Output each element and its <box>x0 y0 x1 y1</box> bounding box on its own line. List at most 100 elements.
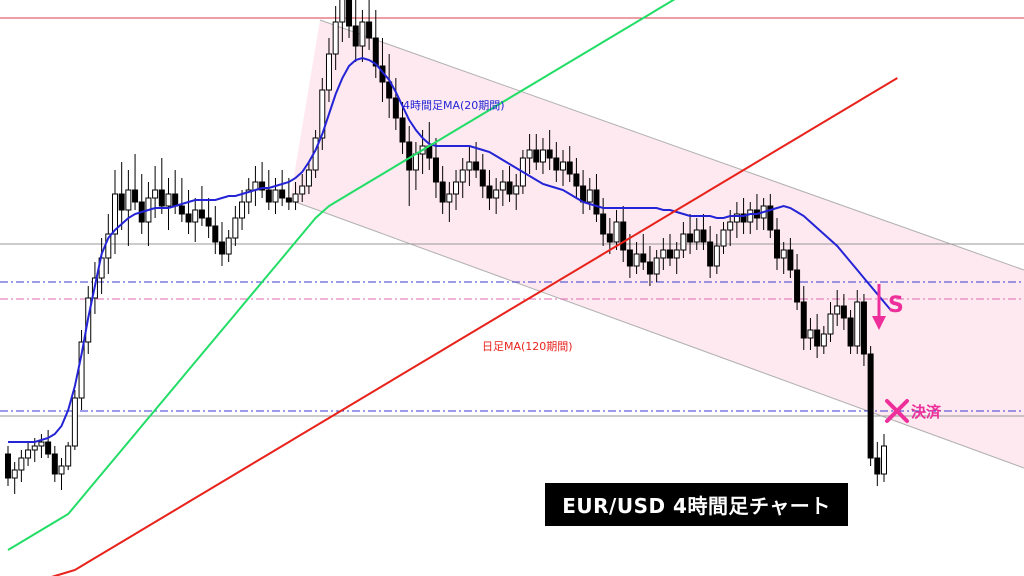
candle <box>660 238 667 270</box>
candle-body-up <box>459 169 466 183</box>
candle <box>292 182 299 210</box>
candle-body-down <box>593 189 600 215</box>
candle-body-up <box>58 465 65 475</box>
candle-body-up <box>673 249 680 259</box>
candle <box>620 206 627 262</box>
candle <box>600 198 607 246</box>
candle-body-down <box>178 205 185 215</box>
candle-body-down <box>740 213 747 223</box>
sell-arrow-icon <box>872 284 886 330</box>
candle-body-down <box>867 353 874 459</box>
candle <box>673 242 680 274</box>
candle <box>747 202 754 234</box>
candle <box>573 158 580 198</box>
candle <box>432 138 439 198</box>
candle-body-down <box>620 221 627 251</box>
candle <box>834 290 841 326</box>
candle-body-down <box>546 149 553 159</box>
candle <box>285 178 292 210</box>
candle <box>720 222 727 254</box>
candle-body-down <box>432 157 439 183</box>
candle-body-up <box>727 221 734 231</box>
candle <box>359 10 366 62</box>
channel-upper-line <box>319 19 1024 271</box>
candle-body-up <box>680 233 687 251</box>
candle <box>466 146 473 186</box>
candle-body-down <box>259 181 266 191</box>
candle-body-up <box>11 469 18 479</box>
candle-body-up <box>513 185 520 195</box>
ma-green-line <box>7 0 676 551</box>
candle <box>700 214 707 250</box>
candle <box>272 178 279 214</box>
candle <box>252 166 259 206</box>
candle <box>45 430 52 458</box>
candle <box>366 0 373 50</box>
candle-body-up <box>539 149 546 163</box>
candle-body-down <box>212 225 219 243</box>
candle-body-up <box>747 209 754 223</box>
candle-body-up <box>18 457 25 471</box>
candle <box>687 214 694 254</box>
candle <box>560 150 567 186</box>
candle-body-up <box>613 221 620 243</box>
candle-body-up <box>733 213 740 223</box>
candle-body-down <box>667 249 674 259</box>
candle-body-down <box>372 37 379 67</box>
candle <box>780 242 787 274</box>
candle <box>225 230 232 262</box>
candle-body-down <box>700 229 707 243</box>
candle <box>640 234 647 270</box>
candle <box>667 234 674 266</box>
candle <box>218 222 225 266</box>
candle <box>774 218 781 270</box>
candle <box>299 174 306 202</box>
candle <box>372 10 379 78</box>
candle-body-up <box>192 209 199 223</box>
candle <box>539 138 546 174</box>
candle-body-up <box>71 397 78 447</box>
exit-label: 決済 <box>911 403 942 421</box>
candle-body-down <box>479 169 486 187</box>
candle-body-up <box>25 449 32 459</box>
candle <box>513 174 520 210</box>
candle <box>794 254 801 310</box>
candle-body-down <box>352 25 359 47</box>
candle-body-up <box>299 185 306 195</box>
candle-body-up <box>325 53 332 91</box>
candle-body-down <box>279 189 286 199</box>
moving-averages <box>7 0 898 576</box>
candle-body-down <box>553 157 560 171</box>
candle-body-down <box>874 457 881 475</box>
candle <box>707 226 714 278</box>
candle <box>192 198 199 242</box>
candle <box>506 166 513 202</box>
candle-body-up <box>560 161 567 171</box>
candle <box>533 134 540 170</box>
candle-body-up <box>660 249 667 259</box>
candle <box>279 170 286 206</box>
candle <box>733 202 740 238</box>
candle-body-up <box>446 193 453 203</box>
candle <box>259 162 266 198</box>
candle <box>820 326 827 354</box>
candle <box>5 446 11 486</box>
candle <box>25 442 32 466</box>
candle-body-down <box>45 441 52 455</box>
candle <box>493 178 500 214</box>
candle-body-down <box>580 185 587 203</box>
candle <box>827 302 834 342</box>
candle-body-down <box>205 217 212 227</box>
candle-body-down <box>626 249 633 267</box>
sell-signal-label: S <box>888 293 904 318</box>
candle-body-up <box>827 313 834 335</box>
candle-body-up <box>780 249 787 259</box>
candle <box>626 234 633 278</box>
candle <box>305 162 312 194</box>
candle <box>486 170 493 210</box>
candle <box>613 210 620 250</box>
candle <box>58 458 65 490</box>
candle-body-up <box>820 333 827 347</box>
candle <box>212 206 219 254</box>
candle-body-down <box>687 233 694 243</box>
